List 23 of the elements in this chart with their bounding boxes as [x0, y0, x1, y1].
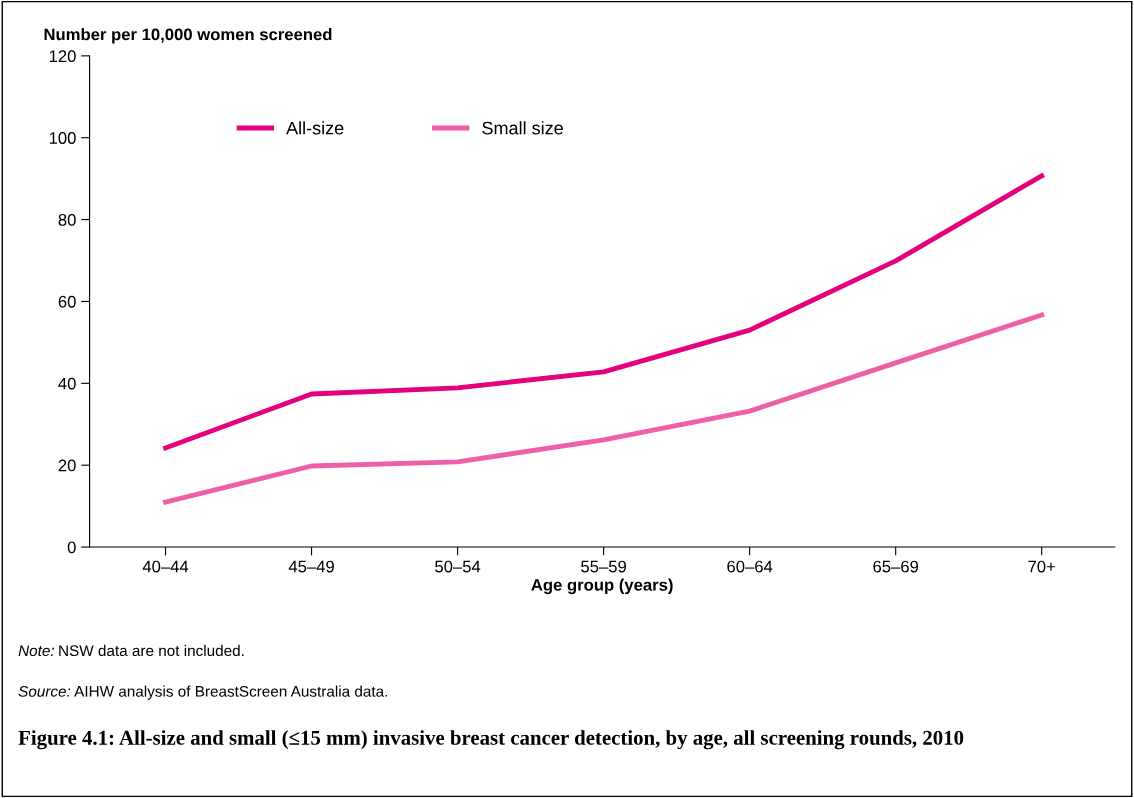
x-tick-label: 40–44 — [142, 560, 189, 573]
x-tick-label: 50–54 — [435, 560, 481, 573]
x-tick-label: 45–49 — [288, 560, 334, 573]
x-tick-label: 60–64 — [727, 560, 773, 573]
source-note: Source: AIHW analysis of BreastScreen Australia data. — [18, 685, 387, 700]
x-tick-label: 65–69 — [873, 560, 919, 573]
y-tick-label: 0 — [67, 541, 76, 554]
y-tick-label: 20 — [58, 459, 76, 472]
line-series — [163, 312, 1045, 505]
x-axis-title: Age group (years) — [531, 578, 673, 595]
y-tick-label: 60 — [58, 295, 76, 308]
line-series — [163, 173, 1045, 451]
text: Figure 4.1: All-size and small (≤15 mm) invasive breast cancer detection, by age, all screening rounds, 2010 — [18, 730, 964, 750]
y-tick-label: 40 — [58, 377, 76, 390]
y-tick-label: 80 — [58, 213, 76, 226]
y-axis-title: Number per 10,000 women screened — [44, 28, 332, 44]
x-tick-label: 55–59 — [581, 560, 626, 573]
y-tick-label: 100 — [49, 132, 76, 144]
x-tick-label: 70+ — [1028, 560, 1056, 573]
y-tick-label: 120 — [49, 50, 76, 63]
text: Note: NSW data are not included. — [18, 644, 244, 657]
legend-label: All-size — [286, 121, 344, 135]
legend-label: Small size — [482, 121, 563, 135]
